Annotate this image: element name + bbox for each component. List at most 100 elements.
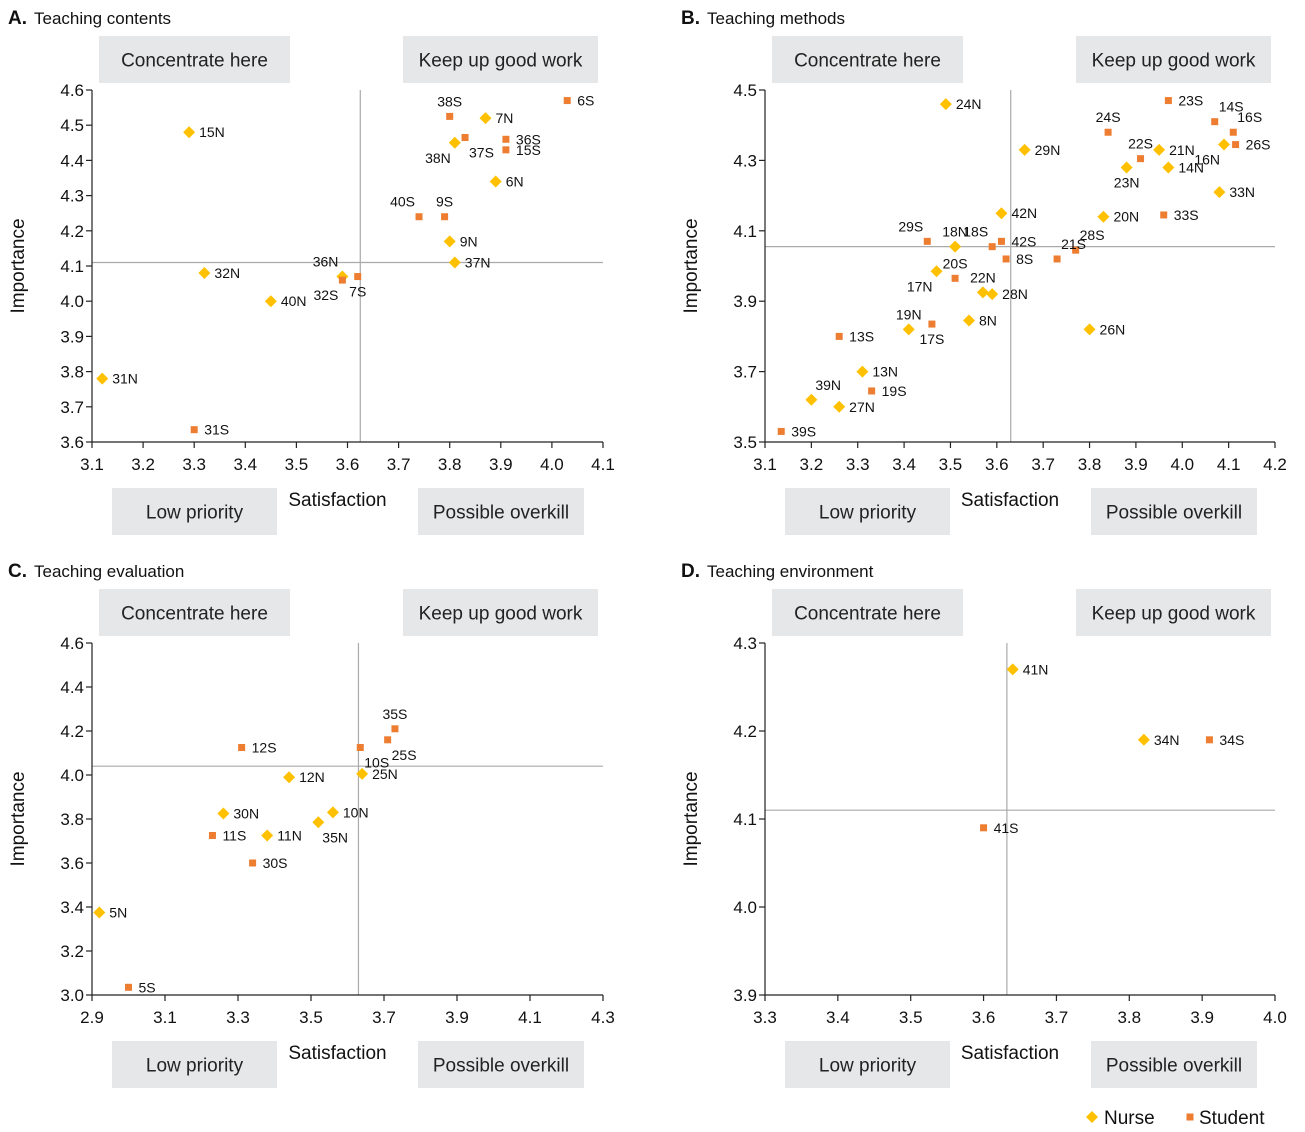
point-42S <box>997 237 1005 245</box>
quadrant-label-overkill: Possible overkill <box>1106 503 1242 524</box>
x-tick-label: 3.2 <box>800 455 824 474</box>
point-31S <box>190 426 198 434</box>
point-28S <box>1072 246 1080 254</box>
point-label-21N: 21N <box>1169 142 1195 158</box>
point-label-37N: 37N <box>465 254 491 270</box>
point-label-29S: 29S <box>898 218 923 234</box>
point-22N <box>976 286 989 299</box>
x-tick-label: 4.0 <box>1263 1008 1287 1027</box>
point-24N <box>939 98 952 111</box>
point-label-42S: 42S <box>1011 233 1036 249</box>
point-11N <box>261 829 274 842</box>
point-7S <box>354 273 362 281</box>
x-tick-label: 3.9 <box>1124 455 1148 474</box>
legend-marker-nurse <box>1086 1111 1098 1123</box>
point-label-8S: 8S <box>1016 251 1033 267</box>
x-tick-label: 3.2 <box>131 455 155 474</box>
point-label-24N: 24N <box>956 96 982 112</box>
point-label-11N: 11N <box>277 828 302 844</box>
quadrant-label-keep: Keep up good work <box>1092 604 1256 625</box>
y-tick-label: 3.0 <box>60 986 84 1005</box>
quadrant-label-concentrate: Concentrate here <box>794 604 941 625</box>
point-label-41N: 41N <box>1023 661 1049 677</box>
point-label-42N: 42N <box>1011 205 1037 221</box>
point-12N <box>283 771 296 784</box>
quadrant-label-keep: Keep up good work <box>419 51 583 72</box>
point-22S <box>1137 155 1145 163</box>
y-tick-label: 4.1 <box>60 257 84 276</box>
quadrant-label-low: Low priority <box>819 503 917 524</box>
y-tick-label: 4.2 <box>733 722 757 741</box>
point-28N <box>986 288 999 301</box>
x-tick-label: 4.0 <box>540 455 564 474</box>
legend-label-student: Student <box>1199 1108 1265 1129</box>
point-29S <box>923 237 931 245</box>
y-tick-label: 4.0 <box>60 292 84 311</box>
panel-letter: A. <box>8 8 27 29</box>
point-label-32S: 32S <box>313 287 338 303</box>
point-32S <box>338 276 346 284</box>
point-39S <box>777 427 785 435</box>
panel-c: C. Teaching evaluation Concentrate here Kee… <box>8 561 615 1088</box>
y-tick-label: 4.6 <box>60 81 84 100</box>
x-tick-label: 3.5 <box>299 1008 323 1027</box>
x-tick-label: 3.4 <box>892 455 916 474</box>
point-label-17S: 17S <box>919 331 944 347</box>
quadrant-label-overkill: Possible overkill <box>433 503 569 524</box>
point-label-26S: 26S <box>1246 137 1271 153</box>
point-label-34N: 34N <box>1154 732 1180 748</box>
x-tick-label: 3.5 <box>899 1008 923 1027</box>
point-label-6S: 6S <box>577 93 594 109</box>
point-label-22S: 22S <box>1128 136 1153 152</box>
point-32N <box>198 267 211 280</box>
point-10N <box>326 806 339 819</box>
legend-label-nurse: Nurse <box>1104 1108 1155 1129</box>
point-label-12S: 12S <box>252 740 277 756</box>
quadrant-box-keep <box>403 589 598 636</box>
quadrant-box-concentrate <box>99 36 290 83</box>
x-tick-label: 3.5 <box>285 455 309 474</box>
point-9S <box>441 213 449 221</box>
point-label-14S: 14S <box>1219 99 1244 115</box>
x-tick-label: 3.6 <box>972 1008 996 1027</box>
point-41S <box>980 824 988 832</box>
point-18S <box>988 243 996 251</box>
point-18N <box>949 240 962 253</box>
quadrant-label-concentrate: Concentrate here <box>121 51 268 72</box>
point-label-38S: 38S <box>437 93 462 109</box>
x-tick-label: 4.2 <box>1263 455 1287 474</box>
point-label-19N: 19N <box>896 306 922 322</box>
point-16N <box>1218 138 1230 151</box>
quadrant-box-keep <box>1076 36 1271 83</box>
quadrant-box-concentrate <box>772 589 963 636</box>
quadrant-box-concentrate <box>772 36 963 83</box>
point-35S <box>391 725 399 733</box>
point-34N <box>1137 733 1150 746</box>
y-tick-label: 4.1 <box>733 810 757 829</box>
point-35N <box>312 816 325 829</box>
x-tick-label: 3.8 <box>1078 455 1102 474</box>
point-13N <box>856 365 869 378</box>
point-15S <box>502 146 510 154</box>
point-label-33S: 33S <box>1174 207 1199 223</box>
y-tick-label: 4.1 <box>733 222 757 241</box>
point-6S <box>563 97 571 105</box>
point-13S <box>835 332 843 340</box>
legend-marker-student <box>1186 1113 1194 1121</box>
point-33S <box>1160 211 1168 219</box>
point-33N <box>1213 186 1226 199</box>
point-label-20S: 20S <box>943 255 968 271</box>
y-tick-label: 4.5 <box>60 116 84 135</box>
y-tick-label: 4.0 <box>733 898 757 917</box>
point-label-16S: 16S <box>1237 109 1262 125</box>
point-label-13S: 13S <box>849 328 874 344</box>
point-20S <box>951 274 959 282</box>
point-label-16N: 16N <box>1194 152 1220 168</box>
y-tick-label: 3.9 <box>733 292 757 311</box>
x-tick-label: 3.1 <box>153 1008 177 1027</box>
point-21S <box>1053 255 1061 263</box>
quadrant-box-overkill <box>1091 1041 1257 1088</box>
y-axis-title: Importance <box>8 218 29 313</box>
point-label-23N: 23N <box>1114 174 1140 190</box>
